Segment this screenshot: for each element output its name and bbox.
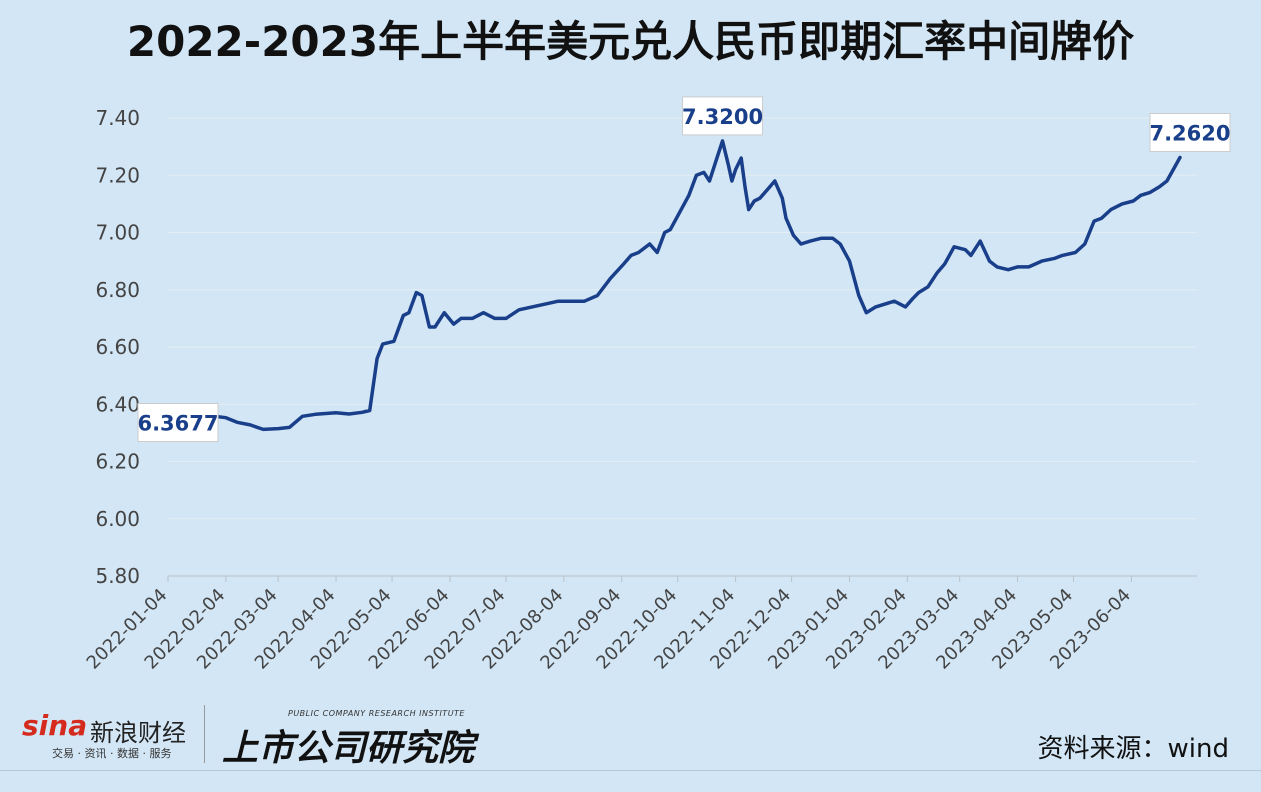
series-layer: [166, 139, 1182, 432]
institute-name: 上市公司研究院: [222, 728, 475, 769]
data-source: 资料来源：wind: [1037, 734, 1229, 764]
institute-subtitle: PUBLIC COMPANY RESEARCH INSTITUTE: [288, 709, 465, 718]
y-tick-label: 6.40: [95, 392, 140, 416]
sina-tagline: 交易 · 资讯 · 数据 · 服务: [52, 747, 172, 760]
data-label-box: [682, 96, 764, 136]
y-axis: 5.80 6.00 6.20 6.40 6.60 6.80 7.00 7.20 7.40: [95, 106, 140, 588]
data-label-box: [137, 402, 219, 442]
data-label: 7.2620: [1149, 122, 1230, 146]
y-tick-label: 6.00: [95, 507, 140, 531]
x-axis: 2022-01-042022-02-042022-03-042022-04-04…: [83, 575, 1197, 674]
y-tick-label: 7.20: [95, 163, 140, 187]
annotation-layer: 6.3677 7.3200 7.2620: [137, 96, 1231, 442]
y-tick-label: 5.80: [95, 564, 140, 588]
data-label: 6.3677: [137, 411, 218, 435]
bottom-divider: [0, 770, 1261, 771]
sina-logo: sina: [22, 709, 88, 742]
y-tick-label: 7.40: [95, 106, 140, 130]
sina-finance-name: 新浪财经: [90, 719, 186, 747]
chart-title: 2022-2023年上半年美元兑人民币即期汇率中间牌价: [126, 17, 1135, 66]
y-tick-label: 6.80: [95, 278, 140, 302]
y-tick-label: 6.60: [95, 335, 140, 359]
logo-divider: [204, 705, 205, 763]
y-tick-label: 7.00: [95, 221, 140, 245]
data-label: 7.3200: [682, 105, 763, 129]
gridlines: [168, 117, 1197, 520]
data-label-box: [1149, 113, 1231, 153]
y-tick-label: 6.20: [95, 450, 140, 474]
exchange-rate-line: [166, 139, 1182, 432]
